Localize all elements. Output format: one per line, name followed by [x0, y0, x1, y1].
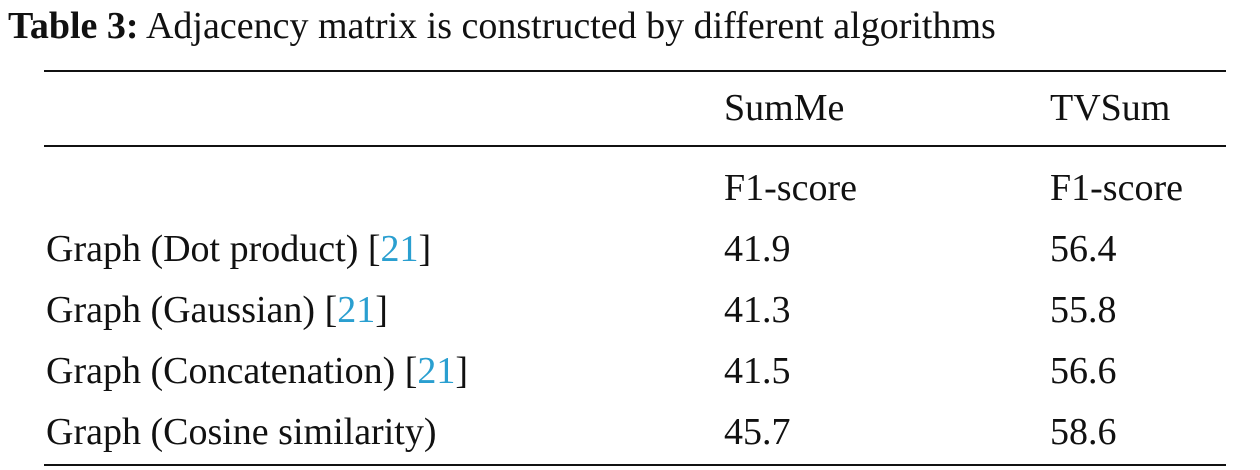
- method-name: Graph (Concatenation): [46, 350, 396, 392]
- table-caption: Table 3: Adjacency matrix is constructed…: [8, 4, 996, 48]
- citation-link[interactable]: 21: [380, 228, 419, 270]
- metric-summe: F1-score: [724, 167, 857, 209]
- mid-rule: [44, 145, 1226, 147]
- method-cell: Graph (Cosine similarity): [46, 410, 436, 454]
- method-cell: Graph (Dot product) [21]: [46, 228, 432, 270]
- citation-link[interactable]: 21: [417, 350, 456, 392]
- method-name: Graph (Gaussian): [46, 289, 316, 331]
- caption-label: Table 3:: [8, 5, 139, 47]
- tvsum-score: 56.6: [1050, 350, 1117, 392]
- header-tvsum: TVSum: [1050, 87, 1171, 129]
- tvsum-score: 58.6: [1050, 411, 1117, 453]
- method-name: Graph (Cosine similarity): [46, 411, 437, 453]
- header-summe: SumMe: [724, 87, 845, 129]
- method-cell: Graph (Gaussian) [21]: [46, 289, 388, 331]
- citation-link[interactable]: 21: [337, 289, 376, 331]
- caption-text: Adjacency matrix is constructed by diffe…: [145, 5, 996, 47]
- tvsum-score: 56.4: [1050, 228, 1117, 270]
- top-rule: [44, 70, 1226, 72]
- method-cell: Graph (Concatenation) [21]: [46, 350, 469, 392]
- method-name: Graph (Dot product): [46, 228, 359, 270]
- summe-score: 41.9: [724, 228, 791, 270]
- summe-score: 41.3: [724, 289, 791, 331]
- metric-tvsum: F1-score: [1050, 167, 1183, 209]
- summe-score: 45.7: [724, 411, 791, 453]
- summe-score: 41.5: [724, 350, 791, 392]
- tvsum-score: 55.8: [1050, 289, 1117, 331]
- bottom-rule: [44, 464, 1226, 466]
